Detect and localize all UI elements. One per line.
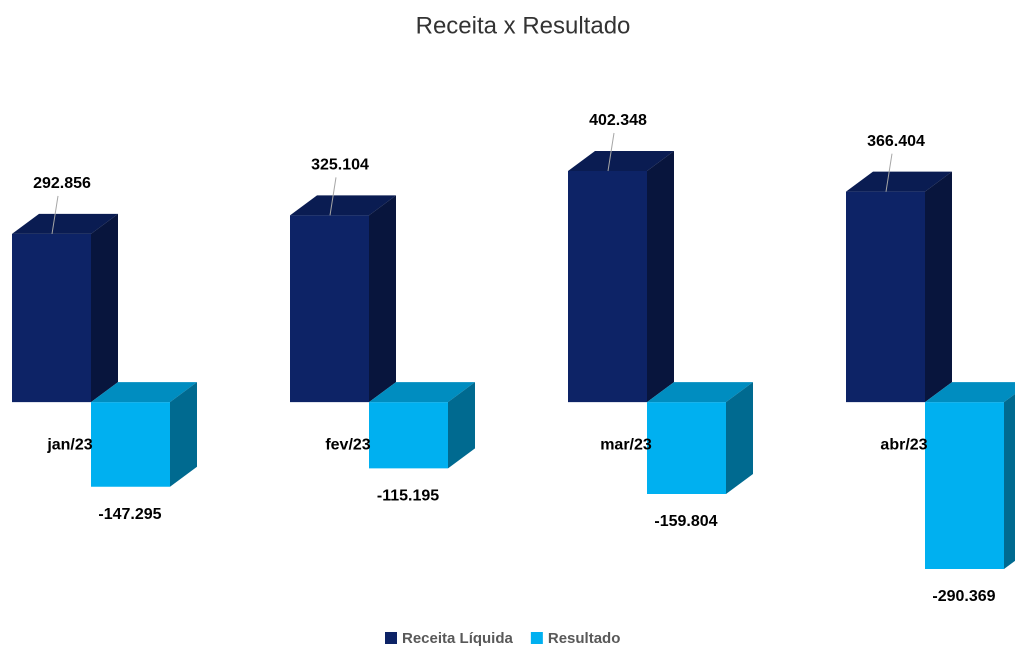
bar-side <box>925 171 952 403</box>
bar-top <box>12 213 118 234</box>
data-label: 292.856 <box>33 175 91 192</box>
legend-label: Resultado <box>548 630 621 647</box>
bar-front <box>290 215 369 403</box>
bar-front <box>925 402 1004 569</box>
bar-top <box>925 382 1015 403</box>
bar-top <box>846 171 952 192</box>
leader-line <box>51 195 59 234</box>
x-tick-label: jan/23 <box>46 436 92 453</box>
bar-top <box>91 382 197 403</box>
bar <box>12 213 118 403</box>
bar <box>290 195 396 403</box>
data-label: 366.404 <box>867 133 925 150</box>
data-label: -290.369 <box>932 588 995 605</box>
bar-side <box>647 151 674 403</box>
bar <box>647 382 753 494</box>
bar-front <box>647 402 726 494</box>
bar <box>846 171 952 403</box>
x-tick-label: abr/23 <box>880 436 927 453</box>
bar-side <box>1004 394 1015 569</box>
leader-line <box>329 177 337 216</box>
bar <box>91 382 197 487</box>
bar <box>568 151 674 403</box>
bar-top <box>647 382 753 403</box>
data-label: -147.295 <box>98 506 161 523</box>
bar-front <box>12 233 91 403</box>
legend-label: Receita Líquida <box>402 630 514 647</box>
leader-line <box>885 153 893 192</box>
bar-front <box>846 191 925 403</box>
legend-swatch <box>385 632 397 644</box>
bar <box>369 382 475 469</box>
x-tick-label: fev/23 <box>325 436 370 453</box>
bar-side <box>369 195 396 403</box>
bar-side <box>726 382 753 494</box>
bar-top <box>568 151 674 171</box>
bar-front <box>369 402 448 469</box>
bar-top <box>369 382 475 403</box>
data-label: 325.104 <box>311 157 369 174</box>
x-tick-label: mar/23 <box>600 436 652 453</box>
bar-side <box>448 382 475 469</box>
bar-front <box>91 402 170 487</box>
bar-front <box>568 171 647 403</box>
data-label: -115.195 <box>377 488 439 505</box>
bar-side <box>170 382 197 487</box>
chart-title: Receita x Resultado <box>416 12 631 39</box>
data-label: 402.348 <box>589 112 647 129</box>
bar <box>925 382 1015 569</box>
bar-top <box>290 195 396 216</box>
leader-line <box>607 132 615 172</box>
data-label: -159.804 <box>654 513 717 530</box>
legend-swatch <box>530 632 543 644</box>
bar-side <box>91 213 118 403</box>
